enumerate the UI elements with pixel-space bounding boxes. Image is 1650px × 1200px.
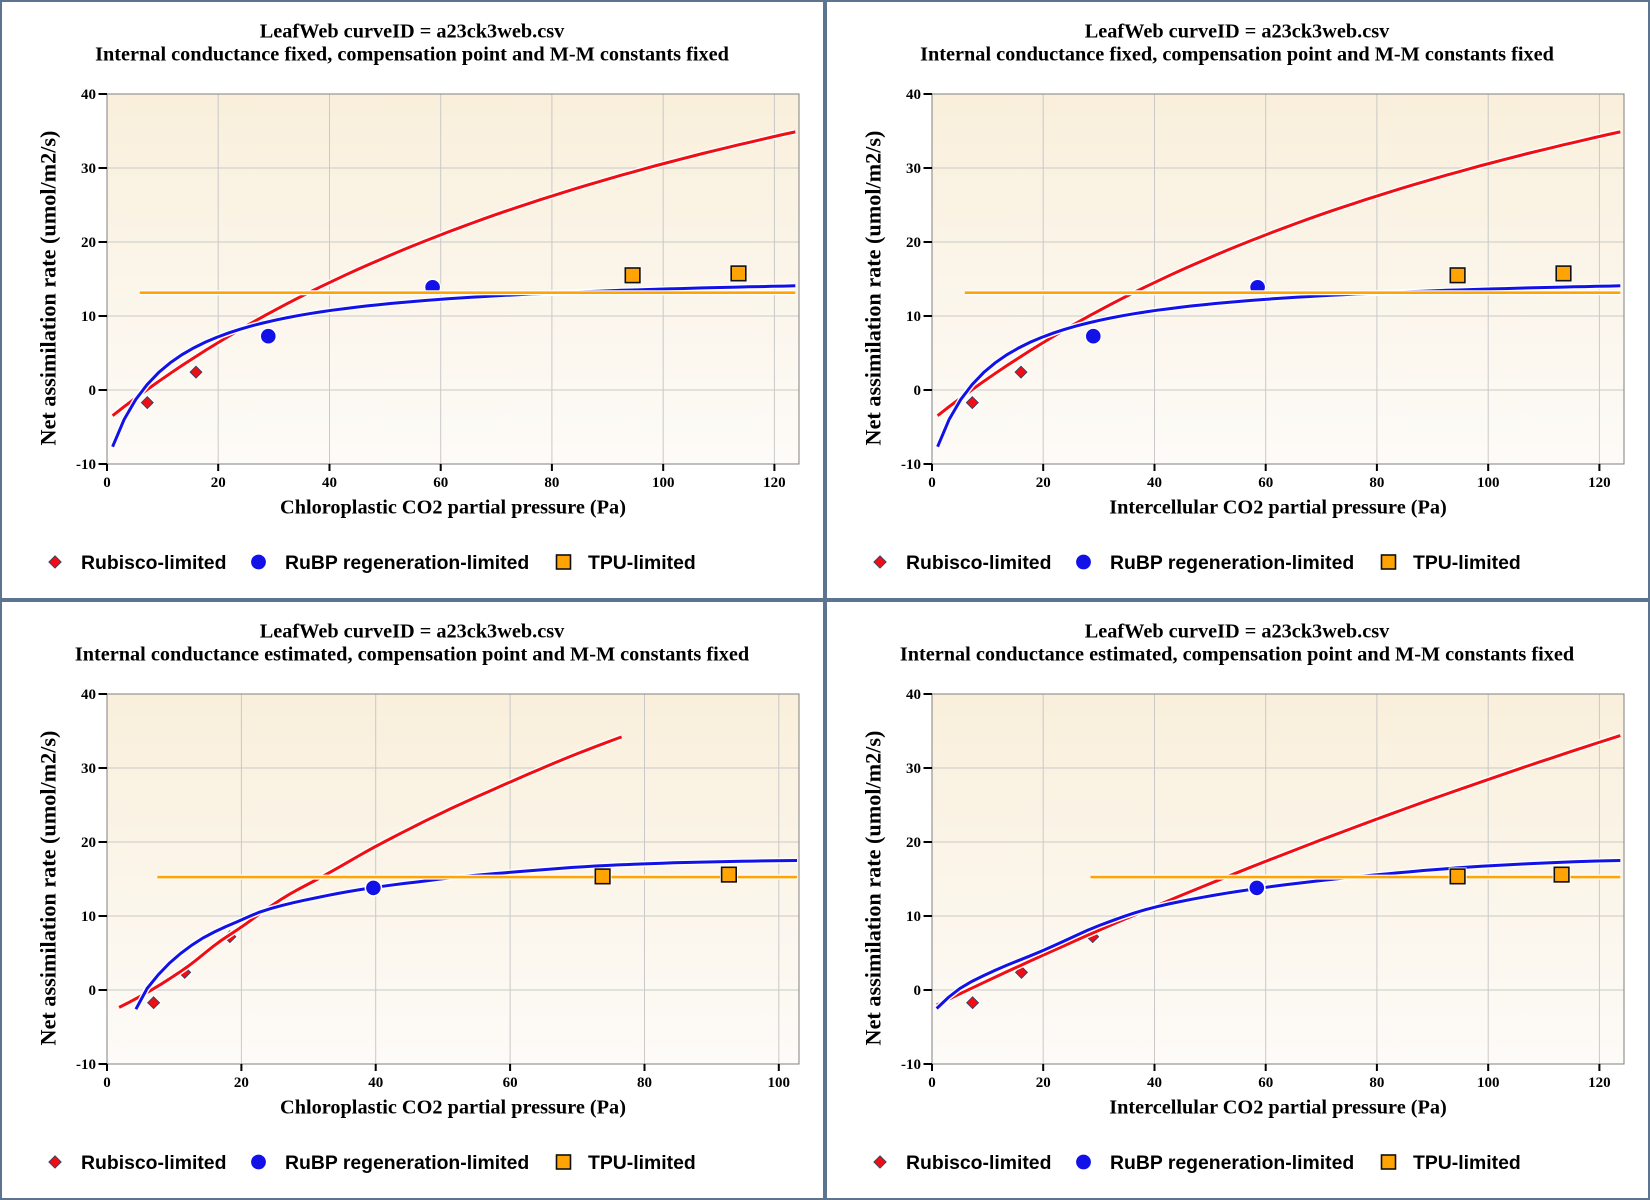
svg-text:30: 30 [81, 761, 96, 777]
svg-text:Intercellular CO2 partial pres: Intercellular CO2 partial pressure (Pa) [1109, 1097, 1447, 1119]
svg-text:60: 60 [503, 1075, 518, 1091]
svg-text:60: 60 [1258, 1075, 1273, 1091]
svg-text:Internal conductance estimated: Internal conductance estimated, compensa… [75, 644, 750, 666]
svg-text:RuBP regeneration-limited: RuBP regeneration-limited [1110, 552, 1354, 574]
svg-text:Rubisco-limited: Rubisco-limited [81, 552, 226, 574]
svg-text:80: 80 [544, 475, 559, 491]
svg-text:0: 0 [928, 475, 936, 491]
svg-text:TPU-limited: TPU-limited [1413, 552, 1521, 574]
svg-text:-10: -10 [901, 457, 921, 473]
svg-text:RuBP regeneration-limited: RuBP regeneration-limited [285, 1152, 529, 1174]
svg-text:20: 20 [906, 235, 921, 251]
svg-text:40: 40 [322, 475, 337, 491]
svg-text:20: 20 [211, 475, 226, 491]
svg-text:20: 20 [1036, 475, 1051, 491]
svg-text:20: 20 [906, 835, 921, 851]
svg-text:100: 100 [1477, 475, 1500, 491]
svg-text:40: 40 [906, 87, 921, 103]
svg-text:Chloroplastic CO2 partial pres: Chloroplastic CO2 partial pressure (Pa) [280, 497, 626, 519]
svg-text:LeafWeb curveID = a23ck3web.cs: LeafWeb curveID = a23ck3web.csv [1085, 621, 1390, 643]
svg-text:0: 0 [89, 983, 97, 999]
svg-text:Internal conductance estimated: Internal conductance estimated, compensa… [900, 644, 1575, 666]
svg-text:0: 0 [914, 383, 922, 399]
svg-text:20: 20 [81, 235, 96, 251]
svg-text:0: 0 [914, 983, 922, 999]
svg-text:30: 30 [906, 161, 921, 177]
svg-text:-10: -10 [901, 1057, 921, 1073]
svg-text:RuBP regeneration-limited: RuBP regeneration-limited [285, 552, 529, 574]
svg-text:-10: -10 [76, 1057, 96, 1073]
svg-text:Rubisco-limited: Rubisco-limited [906, 552, 1051, 574]
svg-text:40: 40 [906, 687, 921, 703]
svg-text:120: 120 [1588, 1075, 1611, 1091]
svg-text:40: 40 [1147, 1075, 1162, 1091]
svg-text:40: 40 [1147, 475, 1162, 491]
svg-text:10: 10 [906, 309, 921, 325]
svg-text:Rubisco-limited: Rubisco-limited [906, 1152, 1051, 1174]
svg-text:40: 40 [368, 1075, 383, 1091]
svg-text:Internal conductance fixed, co: Internal conductance fixed, compensation… [95, 44, 730, 66]
svg-text:20: 20 [1036, 1075, 1051, 1091]
svg-text:80: 80 [1369, 475, 1384, 491]
svg-text:0: 0 [103, 1075, 111, 1091]
svg-text:RuBP regeneration-limited: RuBP regeneration-limited [1110, 1152, 1354, 1174]
svg-text:60: 60 [433, 475, 448, 491]
svg-text:20: 20 [234, 1075, 249, 1091]
svg-text:100: 100 [1477, 1075, 1500, 1091]
svg-text:60: 60 [1258, 475, 1273, 491]
svg-text:20: 20 [81, 835, 96, 851]
svg-text:100: 100 [768, 1075, 791, 1091]
svg-text:120: 120 [763, 475, 786, 491]
svg-text:80: 80 [637, 1075, 652, 1091]
svg-text:LeafWeb curveID = a23ck3web.cs: LeafWeb curveID = a23ck3web.csv [260, 21, 565, 43]
svg-text:10: 10 [81, 909, 96, 925]
svg-text:TPU-limited: TPU-limited [588, 552, 696, 574]
svg-text:120: 120 [1588, 475, 1611, 491]
svg-text:LeafWeb curveID = a23ck3web.cs: LeafWeb curveID = a23ck3web.csv [260, 621, 565, 643]
svg-text:40: 40 [81, 87, 96, 103]
svg-text:Net assimilation rate (umol/m2: Net assimilation rate (umol/m2/s) [36, 731, 61, 1046]
svg-text:100: 100 [652, 475, 675, 491]
svg-text:TPU-limited: TPU-limited [1413, 1152, 1521, 1174]
svg-text:80: 80 [1369, 1075, 1384, 1091]
svg-text:10: 10 [906, 909, 921, 925]
svg-text:Rubisco-limited: Rubisco-limited [81, 1152, 226, 1174]
svg-text:Net assimilation rate (umol/m2: Net assimilation rate (umol/m2/s) [861, 731, 886, 1046]
svg-text:Net assimilation rate (umol/m2: Net assimilation rate (umol/m2/s) [861, 131, 886, 446]
svg-text:Intercellular CO2 partial pres: Intercellular CO2 partial pressure (Pa) [1109, 497, 1447, 519]
svg-text:10: 10 [81, 309, 96, 325]
svg-text:Net assimilation rate (umol/m2: Net assimilation rate (umol/m2/s) [36, 131, 61, 446]
svg-text:0: 0 [103, 475, 111, 491]
svg-text:0: 0 [928, 1075, 936, 1091]
svg-text:TPU-limited: TPU-limited [588, 1152, 696, 1174]
svg-text:30: 30 [906, 761, 921, 777]
svg-text:30: 30 [81, 161, 96, 177]
svg-text:0: 0 [89, 383, 97, 399]
svg-text:LeafWeb curveID = a23ck3web.cs: LeafWeb curveID = a23ck3web.csv [1085, 21, 1390, 43]
svg-text:Chloroplastic CO2 partial pres: Chloroplastic CO2 partial pressure (Pa) [280, 1097, 626, 1119]
svg-text:Internal conductance fixed, co: Internal conductance fixed, compensation… [920, 44, 1555, 66]
svg-text:40: 40 [81, 687, 96, 703]
svg-text:-10: -10 [76, 457, 96, 473]
